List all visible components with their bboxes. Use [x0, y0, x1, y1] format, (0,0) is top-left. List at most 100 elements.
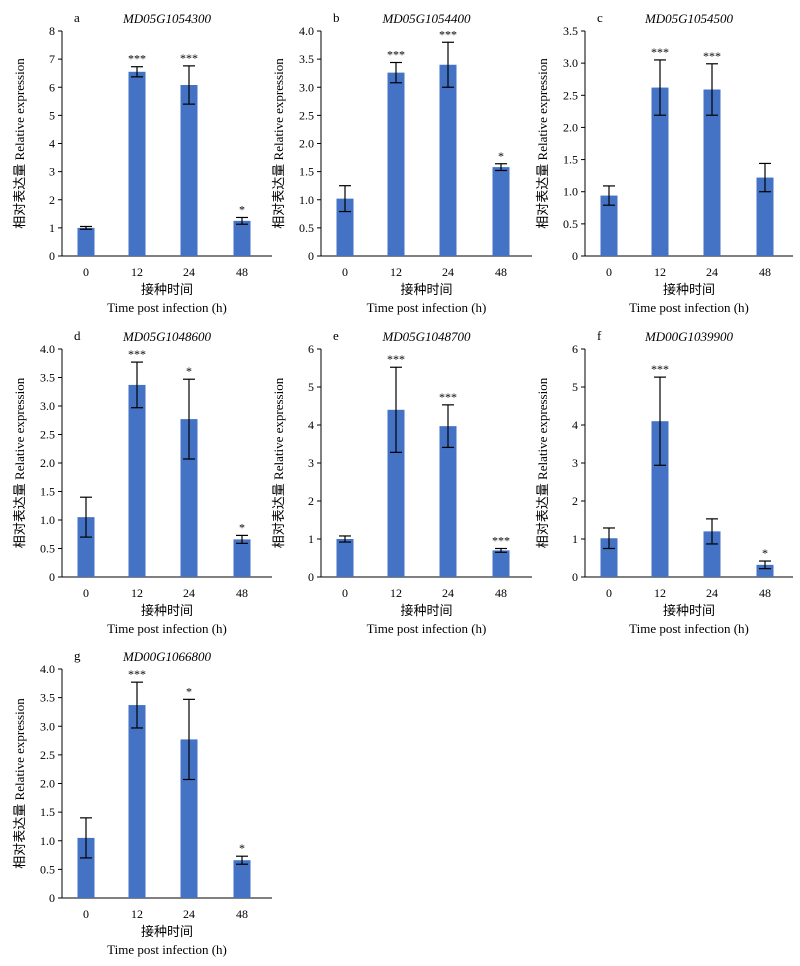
y-tick-label: 4 [308, 418, 314, 432]
panel-letter: e [333, 328, 339, 343]
x-tick-label: 48 [236, 265, 248, 279]
significance-label: * [186, 684, 192, 698]
x-tick-label: 48 [495, 265, 507, 279]
y-tick-label: 0 [49, 570, 55, 584]
y-axis-label: 相对表达量 Relative expression [271, 58, 286, 229]
bar-0 [77, 227, 95, 256]
chart-panel-g: g MD00G1066800 0 0.5 1.0 1.5 2.0 2.5 3.0 3.5 4.0 0 *… [12, 648, 272, 957]
y-tick-label: 1 [308, 532, 314, 546]
y-tick-label: 2.5 [40, 748, 55, 762]
y-tick-label: 3.0 [563, 56, 578, 70]
bar-12 [651, 421, 669, 577]
y-tick-label: 1 [572, 532, 578, 546]
y-tick-label: 4 [572, 418, 578, 432]
y-tick-label: 1.0 [40, 513, 55, 527]
y-tick-label: 0 [308, 570, 314, 584]
y-tick-label: 3.5 [40, 371, 55, 385]
bar-24 [703, 531, 721, 577]
y-tick-label: 1.0 [299, 193, 314, 207]
x-tick-label: 48 [236, 586, 248, 600]
gene-title: MD05G1054300 [122, 11, 212, 26]
y-tick-label: 5 [49, 108, 55, 122]
x-axis-label: Time post infection (h) [367, 300, 487, 315]
y-tick-label: 5 [308, 380, 314, 394]
bar-48 [492, 550, 510, 577]
x-tick-label: 24 [442, 265, 454, 279]
y-tick-label: 1 [49, 221, 55, 235]
significance-label: *** [492, 534, 510, 548]
y-tick-label: 4 [49, 137, 55, 151]
x-tick-label: 0 [83, 265, 89, 279]
gene-title: MD05G1054500 [644, 11, 734, 26]
significance-label: *** [128, 52, 146, 66]
y-tick-label: 3.0 [299, 80, 314, 94]
x-tick-label: 12 [654, 586, 666, 600]
y-axis-label: 相对表达量 Relative expression [535, 377, 550, 548]
x-tick-label: 12 [654, 265, 666, 279]
bar-48 [233, 539, 251, 577]
panel-letter: a [74, 10, 80, 25]
chart-panel-a: a MD05G10543000123456780***12***24*48接种时间… [12, 10, 272, 315]
y-tick-label: 2 [572, 494, 578, 508]
significance-label: *** [651, 362, 669, 376]
bar-12 [128, 384, 146, 577]
y-tick-label: 0 [49, 891, 55, 905]
significance-label: *** [387, 352, 405, 366]
significance-label: *** [439, 27, 457, 41]
significance-label: *** [387, 48, 405, 62]
significance-label: * [239, 202, 245, 216]
x-axis-label: Time post infection (h) [107, 942, 227, 957]
y-tick-label: 1.5 [40, 485, 55, 499]
chart-panel-c: c MD05G1054500 0 0.5 1.0 1.5 2.0 2.5 3.0 3.5 0 *** 1… [535, 10, 793, 315]
bar-0 [77, 837, 95, 898]
panel-letter: b [333, 10, 340, 25]
y-tick-label: 3.5 [299, 52, 314, 66]
y-tick-label: 2.0 [563, 120, 578, 134]
significance-label: * [239, 841, 245, 855]
x-tick-label: 12 [131, 907, 143, 921]
bar-48 [756, 564, 774, 577]
y-tick-label: 0 [308, 249, 314, 263]
bar-48 [233, 860, 251, 898]
y-tick-label: 1.5 [563, 153, 578, 167]
x-tick-label: 0 [342, 265, 348, 279]
chart-panel-b: b MD05G1054400 0 0.5 1.0 1.5 2.0 2.5 3.0 3.5 4.0 0 *… [271, 10, 532, 315]
chart-panel-d: d MD05G1048600 0 0.5 1.0 1.5 2.0 2.5 3.0 3.5 4.0 0 *… [12, 328, 272, 636]
y-axis-label: 相对表达量 Relative expression [12, 377, 27, 548]
y-tick-label: 0 [572, 249, 578, 263]
y-tick-label: 8 [49, 24, 55, 38]
bar-0 [600, 195, 618, 256]
significance-label: *** [128, 667, 146, 681]
x-axis-label: Time post infection (h) [629, 300, 749, 315]
y-tick-label: 5 [572, 380, 578, 394]
y-tick-label: 1.0 [563, 185, 578, 199]
bar-0 [336, 198, 354, 256]
x-tick-label: 48 [495, 586, 507, 600]
bar-24 [439, 64, 457, 256]
bar-12 [387, 409, 405, 577]
y-tick-label: 1.5 [299, 165, 314, 179]
x-tick-label: 0 [83, 907, 89, 921]
y-tick-label: 1.5 [40, 805, 55, 819]
significance-label: * [498, 149, 504, 163]
x-axis-label: Time post infection (h) [107, 621, 227, 636]
significance-label: *** [128, 347, 146, 361]
y-tick-label: 2.0 [40, 777, 55, 791]
significance-label: *** [180, 51, 198, 65]
bar-0 [77, 517, 95, 577]
x-tick-label: 24 [442, 586, 454, 600]
y-axis-label: 相对表达量 Relative expression [12, 698, 27, 869]
y-tick-label: 3.0 [40, 719, 55, 733]
x-tick-label: 0 [606, 586, 612, 600]
x-tick-label: 12 [131, 265, 143, 279]
x-tick-label: 24 [706, 586, 718, 600]
x-axis-label-cn: 接种时间 [663, 282, 715, 297]
x-axis-label-cn: 接种时间 [141, 603, 193, 618]
x-tick-label: 48 [759, 586, 771, 600]
y-tick-label: 4.0 [299, 24, 314, 38]
bar-24 [180, 85, 198, 256]
y-tick-label: 3.5 [40, 691, 55, 705]
y-tick-label: 7 [49, 52, 55, 66]
